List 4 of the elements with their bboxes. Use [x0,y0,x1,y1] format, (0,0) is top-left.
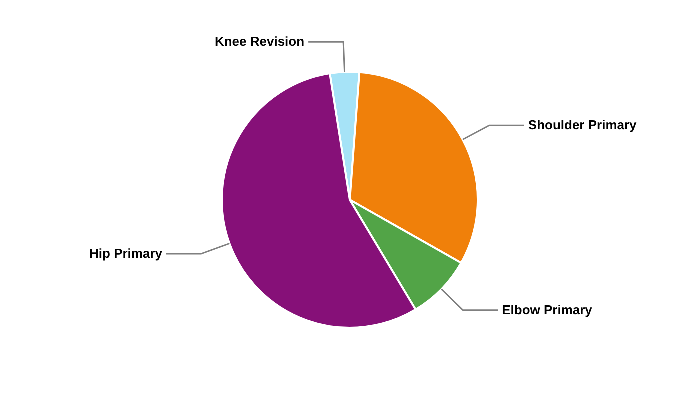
slice-label: Shoulder Primary [528,118,638,133]
slice-label: Hip Primary [90,246,164,261]
slice-label: Knee Revision [214,34,305,50]
slice-label: Elbow Primary [502,302,594,318]
